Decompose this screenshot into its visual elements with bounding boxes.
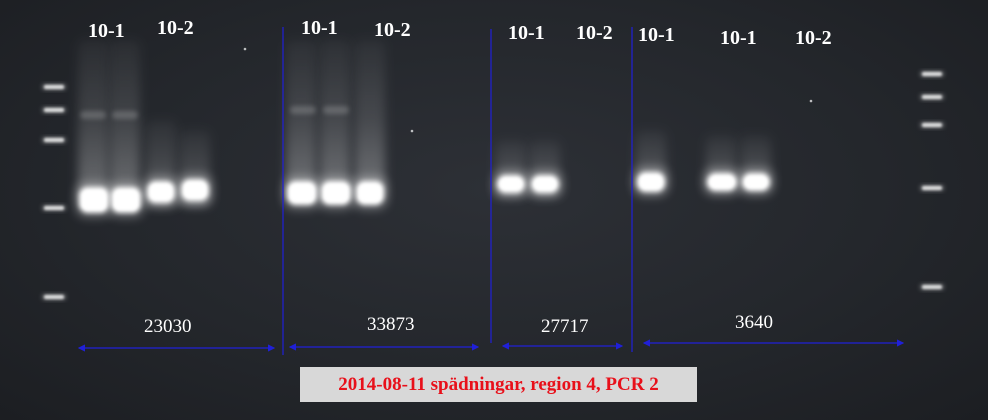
lane-label-g2-10-1: 10-1 <box>301 17 338 39</box>
secondary-band <box>290 106 316 114</box>
sample-id-3: 27717 <box>541 316 589 337</box>
band-center <box>710 176 734 188</box>
band-center <box>82 190 106 210</box>
band-center <box>500 178 522 190</box>
lane-label-g4-10-1b: 10-1 <box>720 27 757 49</box>
ladder-band <box>44 138 64 142</box>
ladder-band <box>922 123 942 127</box>
sample-arrows <box>77 339 905 352</box>
speck <box>243 47 247 51</box>
lane-label-g1-10-2: 10-2 <box>157 17 194 39</box>
ladder-band <box>44 206 64 210</box>
lane-smear <box>110 40 140 205</box>
ladder-bands <box>42 71 944 300</box>
lane-smear <box>320 40 350 200</box>
ladder-band <box>922 95 942 99</box>
secondary-band <box>112 111 138 119</box>
secondary-band <box>80 111 106 119</box>
band-center <box>640 175 662 189</box>
lane-label-g1-10-1: 10-1 <box>88 20 125 42</box>
band-center <box>534 178 556 190</box>
lane-label-g3-10-2: 10-2 <box>576 22 613 44</box>
band-center <box>114 190 138 210</box>
band-center <box>150 184 172 200</box>
band-center <box>745 176 767 188</box>
pcr-bands <box>76 47 813 217</box>
lane-label-g3-10-1: 10-1 <box>508 22 545 44</box>
ladder-band <box>922 186 942 190</box>
sample-id-1: 23030 <box>144 316 192 337</box>
ladder-band <box>44 295 64 299</box>
speck <box>410 129 414 133</box>
band-center <box>184 182 206 198</box>
ladder-band <box>44 85 64 89</box>
lane-label-g4-10-2: 10-2 <box>795 27 832 49</box>
ladder-band <box>922 285 942 289</box>
ladder-band <box>922 72 942 76</box>
ladder-band <box>44 108 64 112</box>
secondary-band <box>323 106 349 114</box>
lane-label-g4-10-1a: 10-1 <box>638 24 675 46</box>
lane-smear <box>78 40 108 205</box>
lane-smear <box>286 40 316 200</box>
gel-caption: 2014-08-11 spädningar, region 4, PCR 2 <box>300 367 697 402</box>
sample-id-4: 3640 <box>735 312 773 333</box>
band-center <box>359 184 381 202</box>
band-center <box>290 184 314 202</box>
lane-label-g2-10-2: 10-2 <box>374 19 411 41</box>
speck <box>809 99 813 103</box>
section-dividers <box>282 27 633 355</box>
band-center <box>324 184 348 202</box>
sample-id-2: 33873 <box>367 314 415 335</box>
lane-smear <box>355 40 385 200</box>
